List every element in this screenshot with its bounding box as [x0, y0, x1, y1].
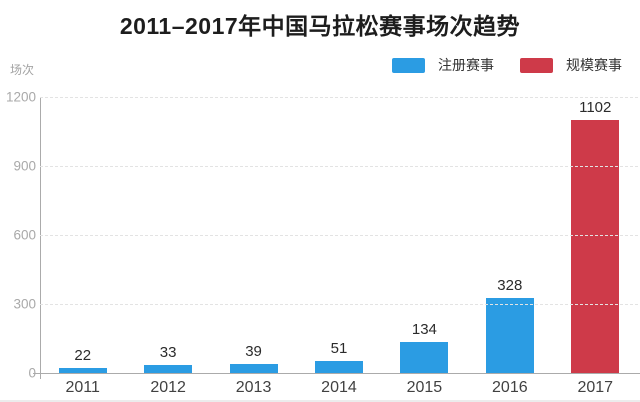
chart-title: 2011–2017年中国马拉松赛事场次趋势	[119, 13, 521, 39]
x-label-2017: 2017	[577, 379, 614, 396]
bar-2014	[314, 361, 363, 373]
x-label-2016: 2016	[492, 379, 528, 396]
bar-value-label-2011: 22	[74, 346, 92, 364]
plot-area: 22 33 39 51 134 328 1102	[40, 97, 638, 373]
legend-item-registered: 注册赛事	[392, 55, 494, 75]
gridline-300	[40, 304, 638, 305]
bar-column-2016: 328	[467, 97, 552, 373]
legend-swatch-red	[520, 57, 553, 73]
bar-value-label-2016: 328	[497, 276, 523, 294]
legend-swatch-blue	[392, 57, 425, 73]
legend-label-scale: 规模赛事	[566, 57, 622, 73]
y-tick-0: 0	[28, 366, 36, 381]
x-label-2013: 2013	[235, 379, 272, 396]
bar-column-2017: 1102	[553, 97, 638, 373]
y-tick-1200: 1200	[5, 89, 36, 105]
bar-value-label-2015: 134	[411, 321, 437, 339]
gridline-600	[40, 235, 638, 236]
y-tick-300: 300	[13, 296, 36, 312]
x-label-2012: 2012	[150, 379, 186, 396]
bar-2013	[229, 364, 278, 373]
bar-columns: 22 33 39 51 134 328 1102	[40, 97, 638, 373]
x-label-2015: 2015	[406, 379, 443, 396]
bar-value-label-2017: 1102	[579, 98, 612, 116]
legend-label-registered: 注册赛事	[438, 57, 494, 73]
bar-column-2013: 39	[211, 97, 296, 373]
bar-value-label-2014: 51	[330, 340, 348, 358]
bar-column-2014: 51	[296, 97, 381, 373]
bar-2011	[58, 367, 107, 373]
bar-2015	[400, 342, 449, 373]
bar-value-label-2012: 33	[159, 344, 177, 362]
gridline-1200	[40, 97, 638, 98]
bar-2016	[485, 297, 534, 373]
x-axis-labels: 2011 2012 2013 2014 2015 2016 2017	[40, 379, 638, 397]
y-tick-900: 900	[13, 158, 36, 174]
bar-column-2015: 134	[382, 97, 467, 373]
x-axis-line	[33, 373, 640, 374]
bar-2012	[144, 365, 193, 373]
y-tick-600: 600	[13, 227, 36, 243]
bar-column-2011: 22	[40, 97, 125, 373]
gridline-900	[40, 166, 638, 167]
y-axis-tick-labels: 0 300 600 900 1200	[0, 90, 36, 381]
bar-2017	[571, 119, 620, 373]
legend-item-scale: 规模赛事	[520, 55, 622, 75]
x-label-2014: 2014	[321, 379, 357, 396]
y-axis-line	[40, 97, 41, 379]
x-label-2011: 2011	[65, 379, 100, 396]
bar-column-2012: 33	[125, 97, 210, 373]
legend: 注册赛事 规模赛事	[392, 55, 622, 75]
y-axis-unit-label: 场次	[10, 63, 35, 77]
bar-value-label-2013: 39	[245, 343, 262, 361]
